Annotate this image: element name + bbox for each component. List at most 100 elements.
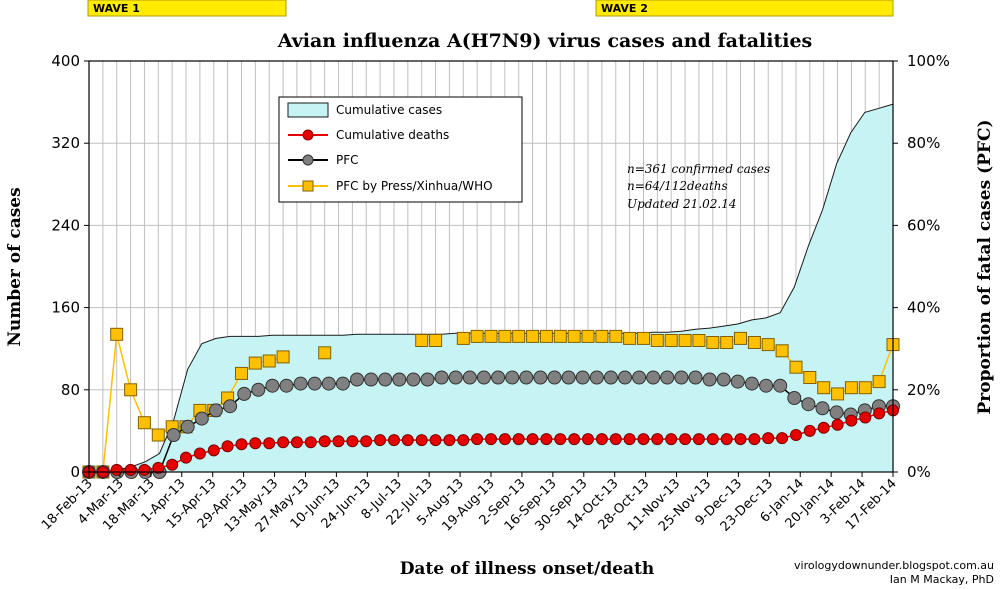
pfc-point <box>180 419 195 434</box>
cumulative-deaths-point <box>471 433 484 446</box>
pfc-press-point <box>595 329 609 343</box>
cumulative-deaths-point <box>332 435 345 448</box>
y-tick-label: 0 <box>70 463 80 481</box>
wave-1-label: WAVE 1 <box>93 2 140 15</box>
legend-marker-pfc <box>302 154 314 166</box>
y-tick-label: 80 <box>61 381 80 399</box>
cumulative-deaths-point <box>152 461 165 474</box>
cumulative-deaths-point <box>498 433 511 446</box>
wave-2-bar <box>595 0 894 17</box>
pfc-point <box>533 370 548 385</box>
pfc-press-point <box>526 329 540 343</box>
right-axis-ticks: 0% 20% 40% 60% 80% 100% <box>893 52 950 481</box>
cumulative-deaths-point <box>318 435 331 448</box>
pfc-press-point <box>650 334 664 347</box>
cumulative-deaths-point <box>734 433 747 446</box>
pfc-press-point <box>858 381 872 395</box>
pfc-press-point <box>803 371 817 384</box>
pfc-point <box>378 372 393 387</box>
cumulative-deaths-point <box>582 433 594 446</box>
cumulative-deaths-point <box>623 433 636 446</box>
pfc-press-point <box>831 387 845 401</box>
y2-axis-title: Proportion of fatal cases (PFC) <box>975 119 995 414</box>
pfc-point <box>364 372 379 387</box>
pfc-point <box>448 370 463 385</box>
pfc-point <box>406 372 421 387</box>
cumulative-deaths-point <box>609 433 622 446</box>
cumulative-deaths-point <box>651 433 664 446</box>
pfc-press-point <box>470 329 484 343</box>
pfc-point <box>307 376 322 391</box>
cumulative-deaths-point <box>859 411 872 424</box>
cumulative-deaths-point <box>637 433 650 446</box>
pfc-series <box>82 370 900 479</box>
pfc-point <box>674 370 689 385</box>
cumulative-deaths-point <box>706 433 719 446</box>
pfc-press-point <box>318 346 332 360</box>
wave-1-bar <box>87 0 287 17</box>
pfc-point <box>194 411 209 426</box>
pfc-point <box>632 370 647 385</box>
cumulative-deaths-point <box>166 458 179 471</box>
x-axis-title: Date of illness onset/death <box>400 559 655 579</box>
pfc-press-point <box>692 334 706 347</box>
pfc-press-point <box>761 338 775 352</box>
legend-label-deaths: Cumulative deaths <box>336 128 449 142</box>
pfc-point <box>237 386 252 401</box>
pfc-point <box>321 376 336 391</box>
pfc-press-point <box>276 350 290 364</box>
pfc-press-point <box>747 336 761 349</box>
pfc-point <box>462 370 477 385</box>
cumulative-deaths-point <box>748 433 761 446</box>
cumulative-deaths-point <box>554 433 567 446</box>
pfc-point <box>434 370 449 385</box>
cumulative-deaths-point <box>110 463 123 476</box>
pfc-point <box>575 370 590 385</box>
y2-tick-label: 100% <box>907 52 950 70</box>
pfc-press-point <box>151 428 165 442</box>
legend: Cumulative cases Cumulative deaths PFC P… <box>278 96 523 203</box>
cumulative-deaths-point <box>235 438 248 451</box>
cumulative-deaths-point <box>207 444 220 457</box>
pfc-point <box>251 382 266 397</box>
y-tick-label: 400 <box>51 52 80 70</box>
credit-blog: virologydownunder.blogspot.com.au <box>794 559 994 572</box>
wave-banner-1: WAVE 1 <box>87 0 287 17</box>
pfc-press-point <box>817 381 831 395</box>
pfc-press-point <box>872 375 886 389</box>
cumulative-deaths-point <box>277 436 290 449</box>
pfc-point <box>716 372 731 387</box>
legend-label-pfc-press: PFC by Press/Xinhua/WHO <box>336 179 493 193</box>
pfc-point <box>787 391 802 405</box>
credit-author: Ian M Mackay, PhD <box>890 573 994 586</box>
pfc-point <box>491 370 506 385</box>
cumulative-deaths-point <box>595 433 608 446</box>
cumulative-deaths-point <box>720 433 733 446</box>
pfc-point <box>166 428 181 442</box>
pfc-point <box>547 370 562 385</box>
cumulative-deaths-point <box>249 437 262 450</box>
cumulative-deaths-point <box>568 433 581 446</box>
cumulative-deaths-point <box>304 436 317 449</box>
y-tick-label: 320 <box>51 134 80 152</box>
pfc-press-point <box>581 329 595 343</box>
pfc-point <box>392 372 407 387</box>
pfc-press-point <box>609 329 623 343</box>
pfc-press-point <box>235 366 248 380</box>
y2-tick-label: 40% <box>907 299 940 317</box>
legend-swatch-cases <box>287 102 329 118</box>
pfc-point <box>773 378 788 393</box>
pfc-point <box>265 378 280 393</box>
legend-label-pfc: PFC <box>336 153 359 167</box>
pfc-press-point <box>110 327 124 341</box>
pfc-point <box>561 370 576 385</box>
pfc-point <box>335 376 350 391</box>
left-axis-ticks: 0 80 160 240 320 400 <box>51 52 89 481</box>
cumulative-deaths-point <box>388 434 400 447</box>
pfc-press-point <box>734 331 747 345</box>
pfc-point <box>646 370 661 385</box>
cumulative-deaths-point <box>263 437 276 450</box>
pfc-press-point <box>789 360 803 374</box>
pfc-press-point <box>706 336 720 349</box>
